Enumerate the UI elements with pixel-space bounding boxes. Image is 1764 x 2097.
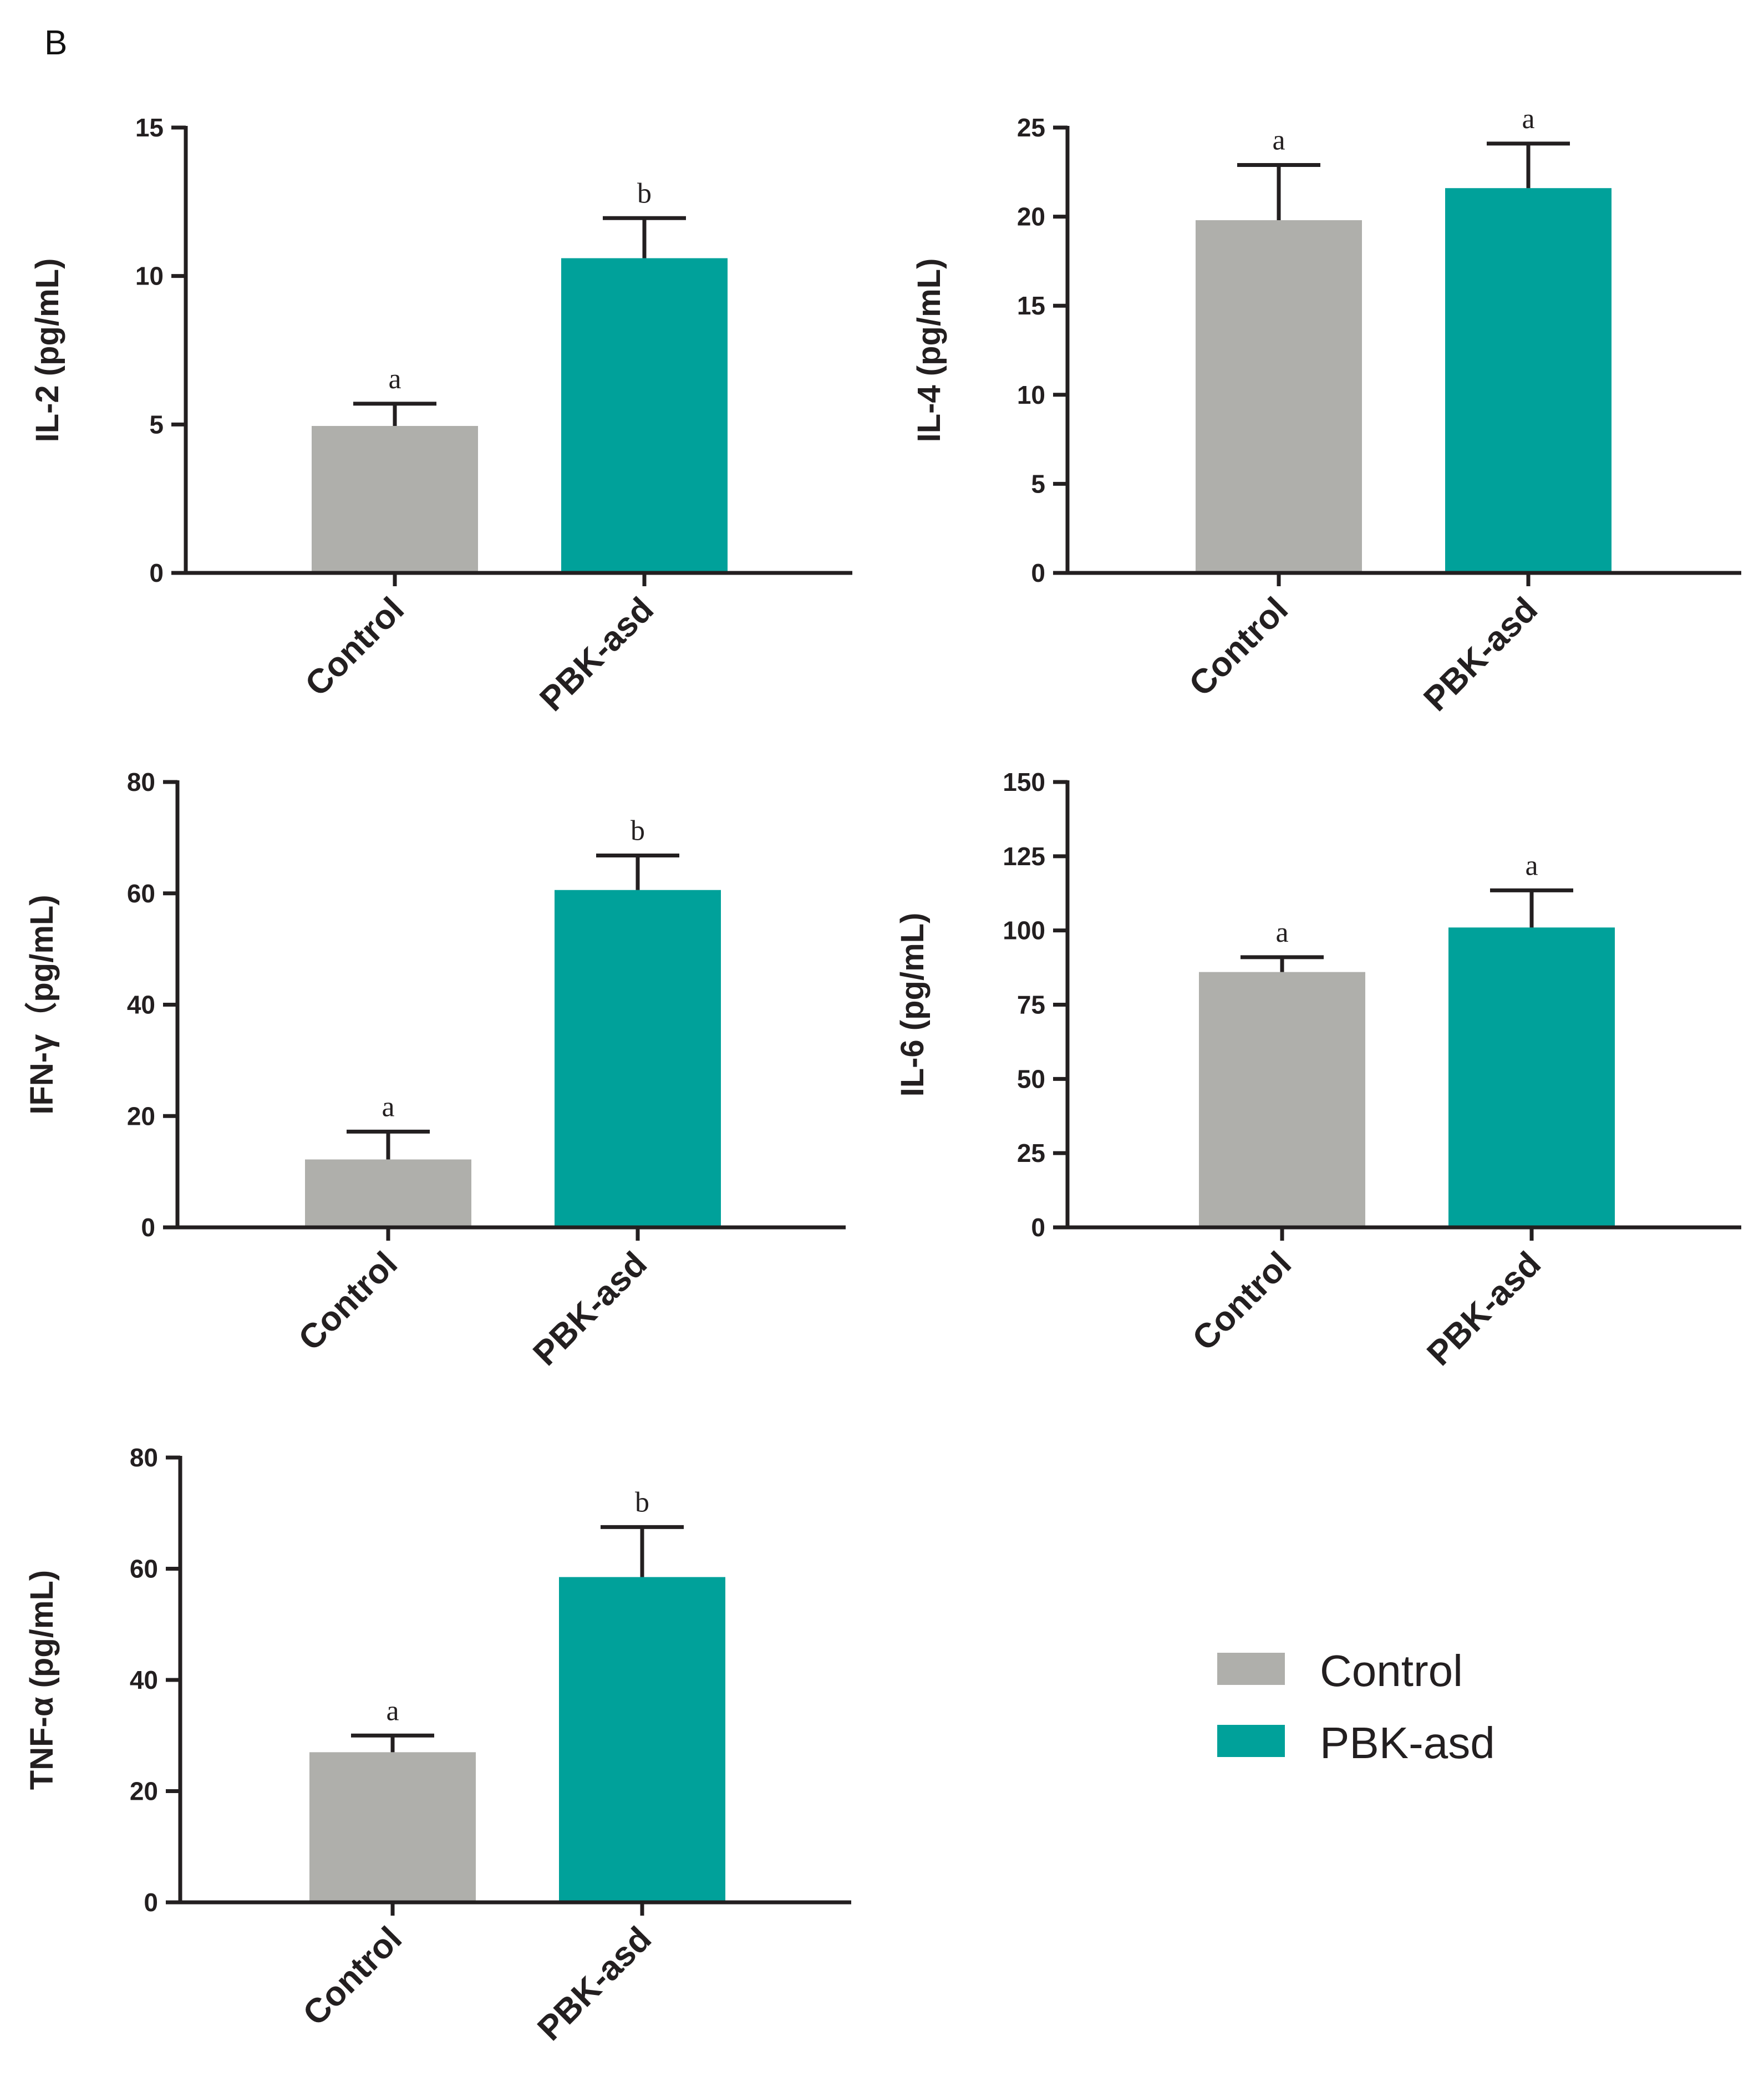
category-label-il6-0: Control: [1185, 1245, 1299, 1358]
significance-label-il2-1: b: [637, 177, 652, 209]
y-axis-label-il6: IL-6 (pg/mL): [894, 913, 931, 1097]
y-tick-label-il6-0: 0: [1031, 1213, 1045, 1242]
category-label-il4-0: Control: [1182, 590, 1295, 704]
bar-tnf-alpha-0: [309, 1752, 476, 1902]
y-tick-label-il6-2: 50: [1017, 1064, 1045, 1093]
y-tick-label-tnf-alpha-0: 0: [144, 1888, 158, 1917]
y-tick-label-il6-4: 100: [1003, 916, 1045, 945]
y-tick-label-il4-3: 15: [1017, 291, 1045, 320]
significance-label-il4-0: a: [1272, 124, 1285, 156]
y-tick-label-ifn-gamma-0: 0: [141, 1213, 155, 1242]
legend-label-pbk-asd: PBK-asd: [1320, 1718, 1495, 1768]
y-tick-label-tnf-alpha-4: 80: [130, 1443, 158, 1472]
bar-il2-0: [312, 426, 478, 573]
bar-il2-1: [561, 258, 728, 573]
category-label-tnf-alpha-0: Control: [296, 1920, 409, 2033]
y-axis-label-ifn-gamma: IFN-γ（pg/mL): [24, 895, 60, 1114]
panel-label: B: [44, 24, 67, 62]
category-label-il4-1: PBK-asd: [1416, 590, 1545, 719]
significance-label-il2-0: a: [388, 363, 401, 395]
y-tick-label-ifn-gamma-2: 40: [127, 991, 155, 1019]
y-tick-label-il2-3: 15: [135, 113, 164, 142]
chart-ifn-gamma: a b 0 20 40 60 80 Control PBK-asd IFN-γ（pg/mL): [24, 768, 846, 1373]
y-tick-label-il4-4: 20: [1017, 202, 1045, 231]
chart-tnf-alpha: a b 0 20 40 60 80 Control PBK-asd TNF-α (pg/mL): [24, 1443, 851, 2048]
legend-swatch-pbk-asd: [1217, 1725, 1285, 1757]
category-label-ifn-gamma-0: Control: [291, 1245, 405, 1358]
legend: Control PBK-asd: [1217, 1646, 1495, 1768]
bar-ifn-gamma-1: [555, 890, 721, 1227]
y-tick-label-il2-2: 10: [135, 262, 164, 291]
y-tick-label-il2-1: 5: [149, 410, 164, 439]
y-tick-label-il4-5: 25: [1017, 113, 1045, 142]
y-tick-label-il6-5: 125: [1003, 842, 1045, 871]
bar-il4-0: [1196, 220, 1362, 573]
significance-label-ifn-gamma-0: a: [382, 1091, 394, 1123]
category-label-il6-1: PBK-asd: [1420, 1245, 1548, 1373]
legend-swatch-control: [1217, 1653, 1285, 1685]
y-tick-label-il4-2: 10: [1017, 380, 1045, 409]
category-label-ifn-gamma-1: PBK-asd: [526, 1245, 654, 1373]
significance-label-ifn-gamma-1: b: [631, 815, 645, 846]
y-tick-label-il4-1: 5: [1031, 469, 1045, 498]
category-label-il2-0: Control: [298, 590, 411, 704]
y-axis-label-il4: IL-4 (pg/mL): [911, 258, 947, 443]
y-tick-label-ifn-gamma-1: 20: [127, 1101, 155, 1130]
significance-label-tnf-alpha-0: a: [386, 1695, 399, 1727]
chart-il4: a a 0 5 10 15 20 25 Control PBK-asd IL-4 (pg/mL): [911, 103, 1741, 719]
y-tick-label-tnf-alpha-2: 40: [130, 1666, 158, 1694]
bar-il4-1: [1445, 188, 1612, 573]
y-tick-label-tnf-alpha-1: 20: [130, 1777, 158, 1806]
significance-label-tnf-alpha-1: b: [635, 1486, 649, 1518]
bar-il6-1: [1448, 927, 1615, 1227]
bar-ifn-gamma-0: [305, 1159, 471, 1227]
y-axis-label-tnf-alpha: TNF-α (pg/mL): [24, 1570, 60, 1790]
bar-tnf-alpha-1: [559, 1577, 725, 1902]
y-tick-label-ifn-gamma-4: 80: [127, 768, 155, 796]
category-label-il2-1: PBK-asd: [532, 590, 661, 719]
y-tick-label-il6-1: 25: [1017, 1139, 1045, 1167]
category-label-tnf-alpha-1: PBK-asd: [530, 1920, 659, 2048]
y-tick-label-il4-0: 0: [1031, 558, 1045, 587]
legend-label-control: Control: [1320, 1646, 1463, 1695]
y-axis-label-il2: IL-2 (pg/mL): [29, 258, 65, 443]
y-tick-label-il6-3: 75: [1017, 991, 1045, 1019]
bar-il6-0: [1199, 972, 1365, 1227]
chart-il2: a b 0 5 10 15 Control PBK-asd IL-2 (pg/mL): [29, 113, 852, 719]
chart-il6: a a 0 25 50 75 100 125 150 Control PBK-asd IL-6 (pg…: [894, 768, 1741, 1373]
significance-label-il6-1: a: [1525, 850, 1538, 881]
y-tick-label-il6-6: 150: [1003, 768, 1045, 796]
y-tick-label-tnf-alpha-3: 60: [130, 1555, 158, 1583]
significance-label-il4-1: a: [1522, 103, 1534, 135]
significance-label-il6-0: a: [1275, 917, 1288, 948]
y-tick-label-il2-0: 0: [149, 558, 164, 587]
y-tick-label-ifn-gamma-3: 60: [127, 879, 155, 908]
